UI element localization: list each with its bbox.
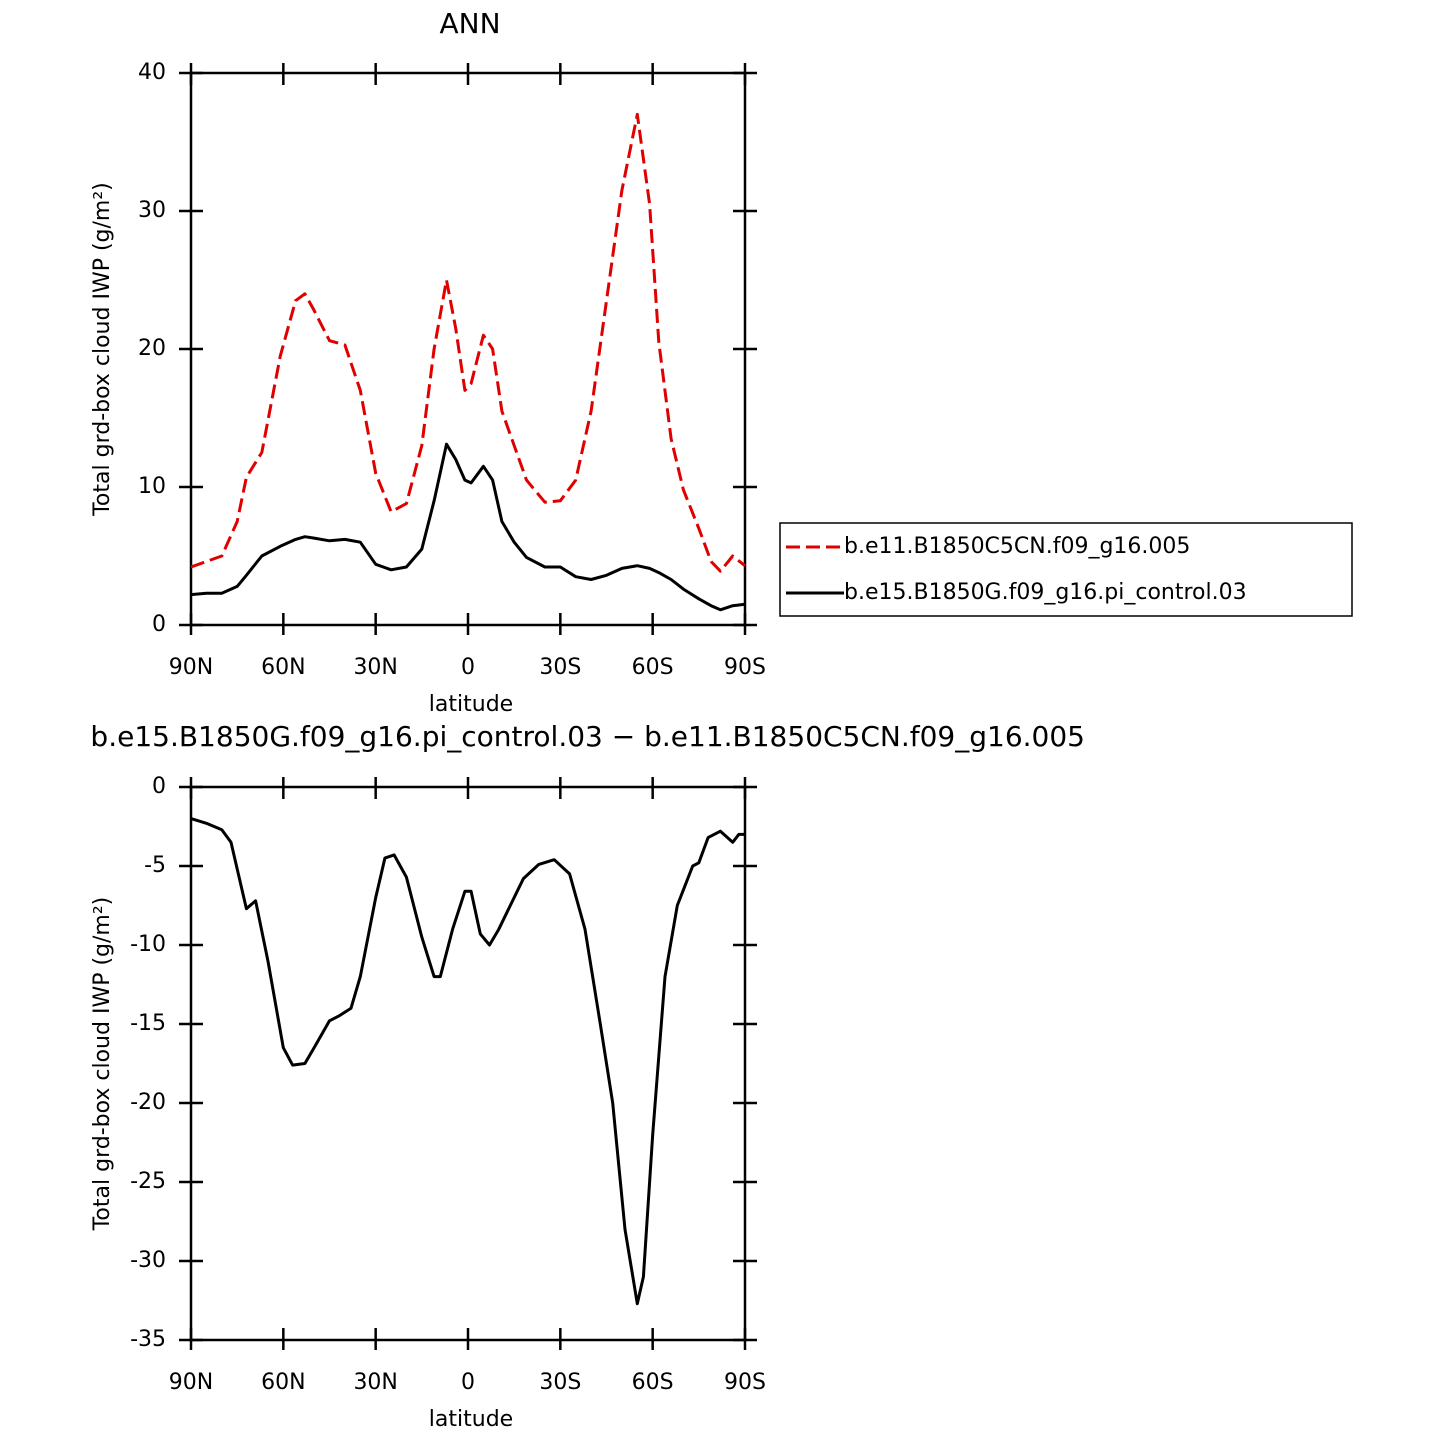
x-tick-label: 0 xyxy=(461,655,475,680)
x-tick-label: 30S xyxy=(539,655,581,680)
x-axis-label: latitude xyxy=(429,692,513,717)
x-tick-label: 60S xyxy=(632,655,674,680)
series-line xyxy=(190,442,746,612)
y-tick-label: -35 xyxy=(130,1327,166,1352)
chart-title: ANN xyxy=(439,7,500,40)
y-tick-label: -15 xyxy=(130,1011,166,1036)
y-axis-label: Total grd-box cloud IWP (g/m²) xyxy=(90,182,115,517)
x-tick-label: 30N xyxy=(353,655,397,680)
x-tick-label: 60N xyxy=(261,655,305,680)
x-tick-label: 90N xyxy=(169,1370,213,1395)
plot-frame xyxy=(189,71,747,627)
series-line xyxy=(190,112,746,573)
x-axis-label: latitude xyxy=(429,1407,513,1432)
x-tick-label: 90S xyxy=(724,655,766,680)
y-tick-label: -30 xyxy=(130,1248,166,1273)
y-tick-label: 0 xyxy=(152,612,166,637)
y-tick-label: 30 xyxy=(138,198,166,223)
legend-box xyxy=(779,522,1353,617)
y-tick-label: -20 xyxy=(130,1090,166,1115)
y-tick-label: 20 xyxy=(138,336,166,361)
x-tick-label: 60S xyxy=(632,1370,674,1395)
chart-title: b.e15.B1850G.f09_g16.pi_control.03 − b.e… xyxy=(90,720,1085,753)
legend-label: b.e15.B1850G.f09_g16.pi_control.03 xyxy=(844,580,1247,605)
x-tick-label: 90N xyxy=(169,655,213,680)
x-tick-label: 30S xyxy=(539,1370,581,1395)
y-tick-label: 40 xyxy=(138,60,166,85)
y-axis-label: Total grd-box cloud IWP (g/m²) xyxy=(90,897,115,1232)
legend-label: b.e11.B1850C5CN.f09_g16.005 xyxy=(844,534,1190,559)
y-tick-label: -5 xyxy=(144,853,166,878)
y-tick-label: 10 xyxy=(138,474,166,499)
x-tick-label: 90S xyxy=(724,1370,766,1395)
y-tick-label: -25 xyxy=(130,1169,166,1194)
y-tick-label: -10 xyxy=(130,932,166,957)
x-tick-label: 60N xyxy=(261,1370,305,1395)
plot-frame xyxy=(189,785,747,1342)
x-tick-label: 30N xyxy=(353,1370,397,1395)
x-tick-label: 0 xyxy=(461,1370,475,1395)
series-line xyxy=(190,817,745,1306)
y-tick-label: 0 xyxy=(152,774,166,799)
